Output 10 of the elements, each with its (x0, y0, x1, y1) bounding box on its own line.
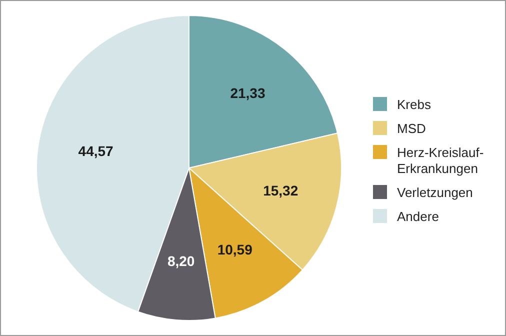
legend-label: Andere (397, 209, 440, 225)
data-label: 8,20 (167, 253, 195, 270)
legend-label: MSD (397, 121, 427, 137)
legend-label: Krebs (397, 97, 432, 113)
data-label: 44,57 (78, 142, 114, 159)
data-label: 21,33 (230, 84, 266, 101)
legend-label: Verletzungen (397, 185, 474, 201)
data-label: 15,32 (263, 182, 298, 198)
legend-label: Herz-Kreislauf-Erkrankungen (397, 145, 485, 177)
data-label: 10,59 (217, 242, 253, 258)
